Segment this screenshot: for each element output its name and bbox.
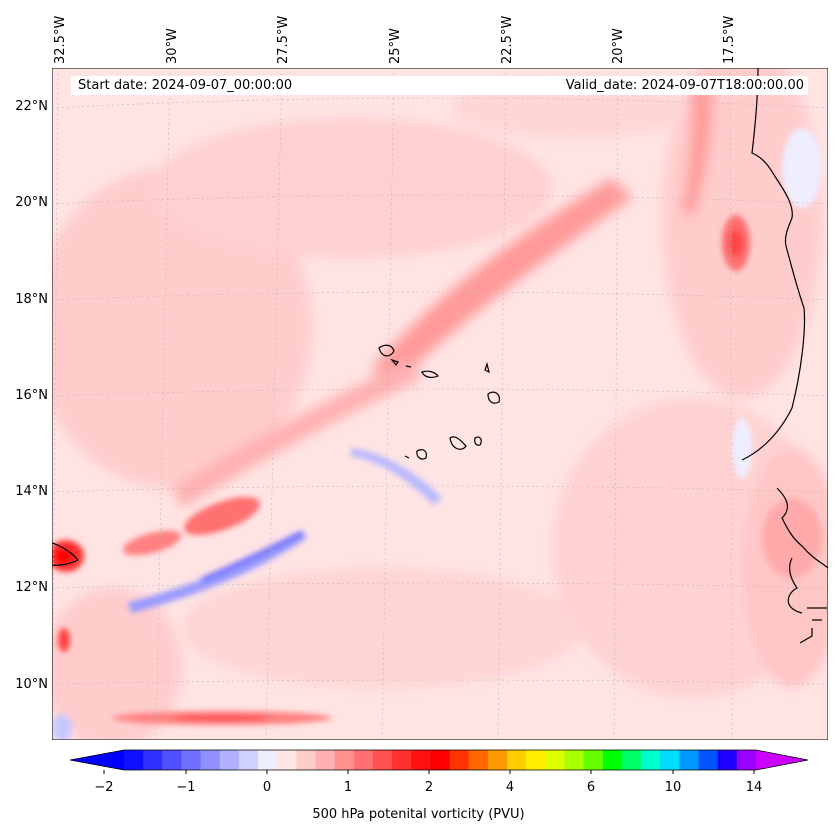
lat-label: 12°N: [15, 580, 48, 595]
colorbar-swatch: [372, 750, 393, 770]
lat-label: 20°N: [15, 195, 48, 210]
colorbar-swatch: [621, 750, 642, 770]
pv-map: [52, 68, 828, 740]
colorbar-swatch: [296, 750, 317, 770]
lat-label: 14°N: [15, 484, 48, 499]
colorbar-swatch: [449, 750, 470, 770]
pv-field-maxima: [52, 215, 822, 725]
colorbar-swatch: [564, 750, 585, 770]
colorbar-swatch: [219, 750, 240, 770]
colorbar-swatch: [162, 750, 182, 770]
valid-date-text: Valid_date: 2024-09-07T18:00:00.00: [565, 78, 804, 93]
colorbar-swatch: [315, 750, 336, 770]
colorbar: [70, 749, 809, 774]
colorbar-outline: [70, 749, 809, 771]
colorbar-swatch: [238, 750, 259, 770]
colorbar-tick-label: −1: [176, 780, 196, 795]
pv-field-band: [172, 88, 712, 508]
colorbar-tick-label: 14: [745, 780, 763, 795]
colorbar-tick-label: 1: [343, 780, 353, 795]
colorbar-swatch: [487, 750, 508, 770]
start-date-box: Start date: 2024-09-07_00:00:00: [71, 76, 548, 95]
colorbar-swatch: [200, 750, 221, 770]
lat-label: 16°N: [15, 388, 48, 403]
colorbar-tick-label: 6: [586, 780, 596, 795]
colorbar-swatch: [736, 750, 757, 770]
lon-label: 27.5°W: [276, 15, 291, 64]
colorbar-swatch: [124, 750, 144, 770]
colorbar-extend-max: [756, 750, 808, 770]
colorbar-swatch: [526, 750, 546, 770]
valid-date-box: Valid_date: 2024-09-07T18:00:00.00: [540, 76, 808, 95]
colorbar-swatch: [507, 750, 527, 770]
colorbar-tick-label: 0: [262, 780, 272, 795]
colorbar-swatch: [392, 750, 412, 770]
lon-label: 30°W: [165, 28, 180, 64]
colorbar-title: 500 hPa potenital vorticity (PVU): [312, 807, 525, 822]
lon-label: 25°W: [388, 28, 403, 64]
colorbar-tick-label: 4: [505, 780, 515, 795]
colorbar-swatch: [698, 750, 719, 770]
colorbar-swatch: [181, 750, 202, 770]
pv-field-negative: [52, 128, 822, 740]
coastline: [52, 68, 828, 644]
lat-label: 22°N: [15, 99, 48, 114]
colorbar-swatch: [717, 750, 738, 770]
start-date-text: Start date: 2024-09-07_00:00:00: [78, 78, 293, 93]
colorbar-swatch: [602, 750, 623, 770]
colorbar-tick-label: −2: [94, 780, 114, 795]
lon-label: 20°W: [611, 28, 626, 64]
colorbar-swatch: [468, 750, 489, 770]
colorbar-swatch: [143, 750, 163, 770]
colorbar-swatch: [258, 750, 278, 770]
colorbar-swatch: [411, 750, 431, 770]
colorbar-swatch: [353, 750, 374, 770]
lon-label: 22.5°W: [500, 15, 515, 64]
colorbar-swatch: [583, 750, 604, 770]
colorbar-swatch: [334, 750, 355, 770]
colorbar-tick-label: 10: [664, 780, 682, 795]
graticule: [52, 68, 828, 740]
colorbar-swatch: [660, 750, 680, 770]
colorbar-swatch: [545, 750, 565, 770]
colorbar-tick-label: 2: [424, 780, 434, 795]
colorbar-extend-min: [70, 750, 124, 770]
islands: [378, 344, 500, 460]
lat-label: 18°N: [15, 292, 48, 307]
lat-label: 10°N: [15, 677, 48, 692]
colorbar-swatch: [641, 750, 661, 770]
lon-label: 32.5°W: [53, 15, 68, 64]
colorbar-swatch: [430, 750, 451, 770]
lon-label: 17.5°W: [722, 15, 737, 64]
colorbar-swatch: [277, 750, 297, 770]
colorbar-swatch: [679, 750, 700, 770]
